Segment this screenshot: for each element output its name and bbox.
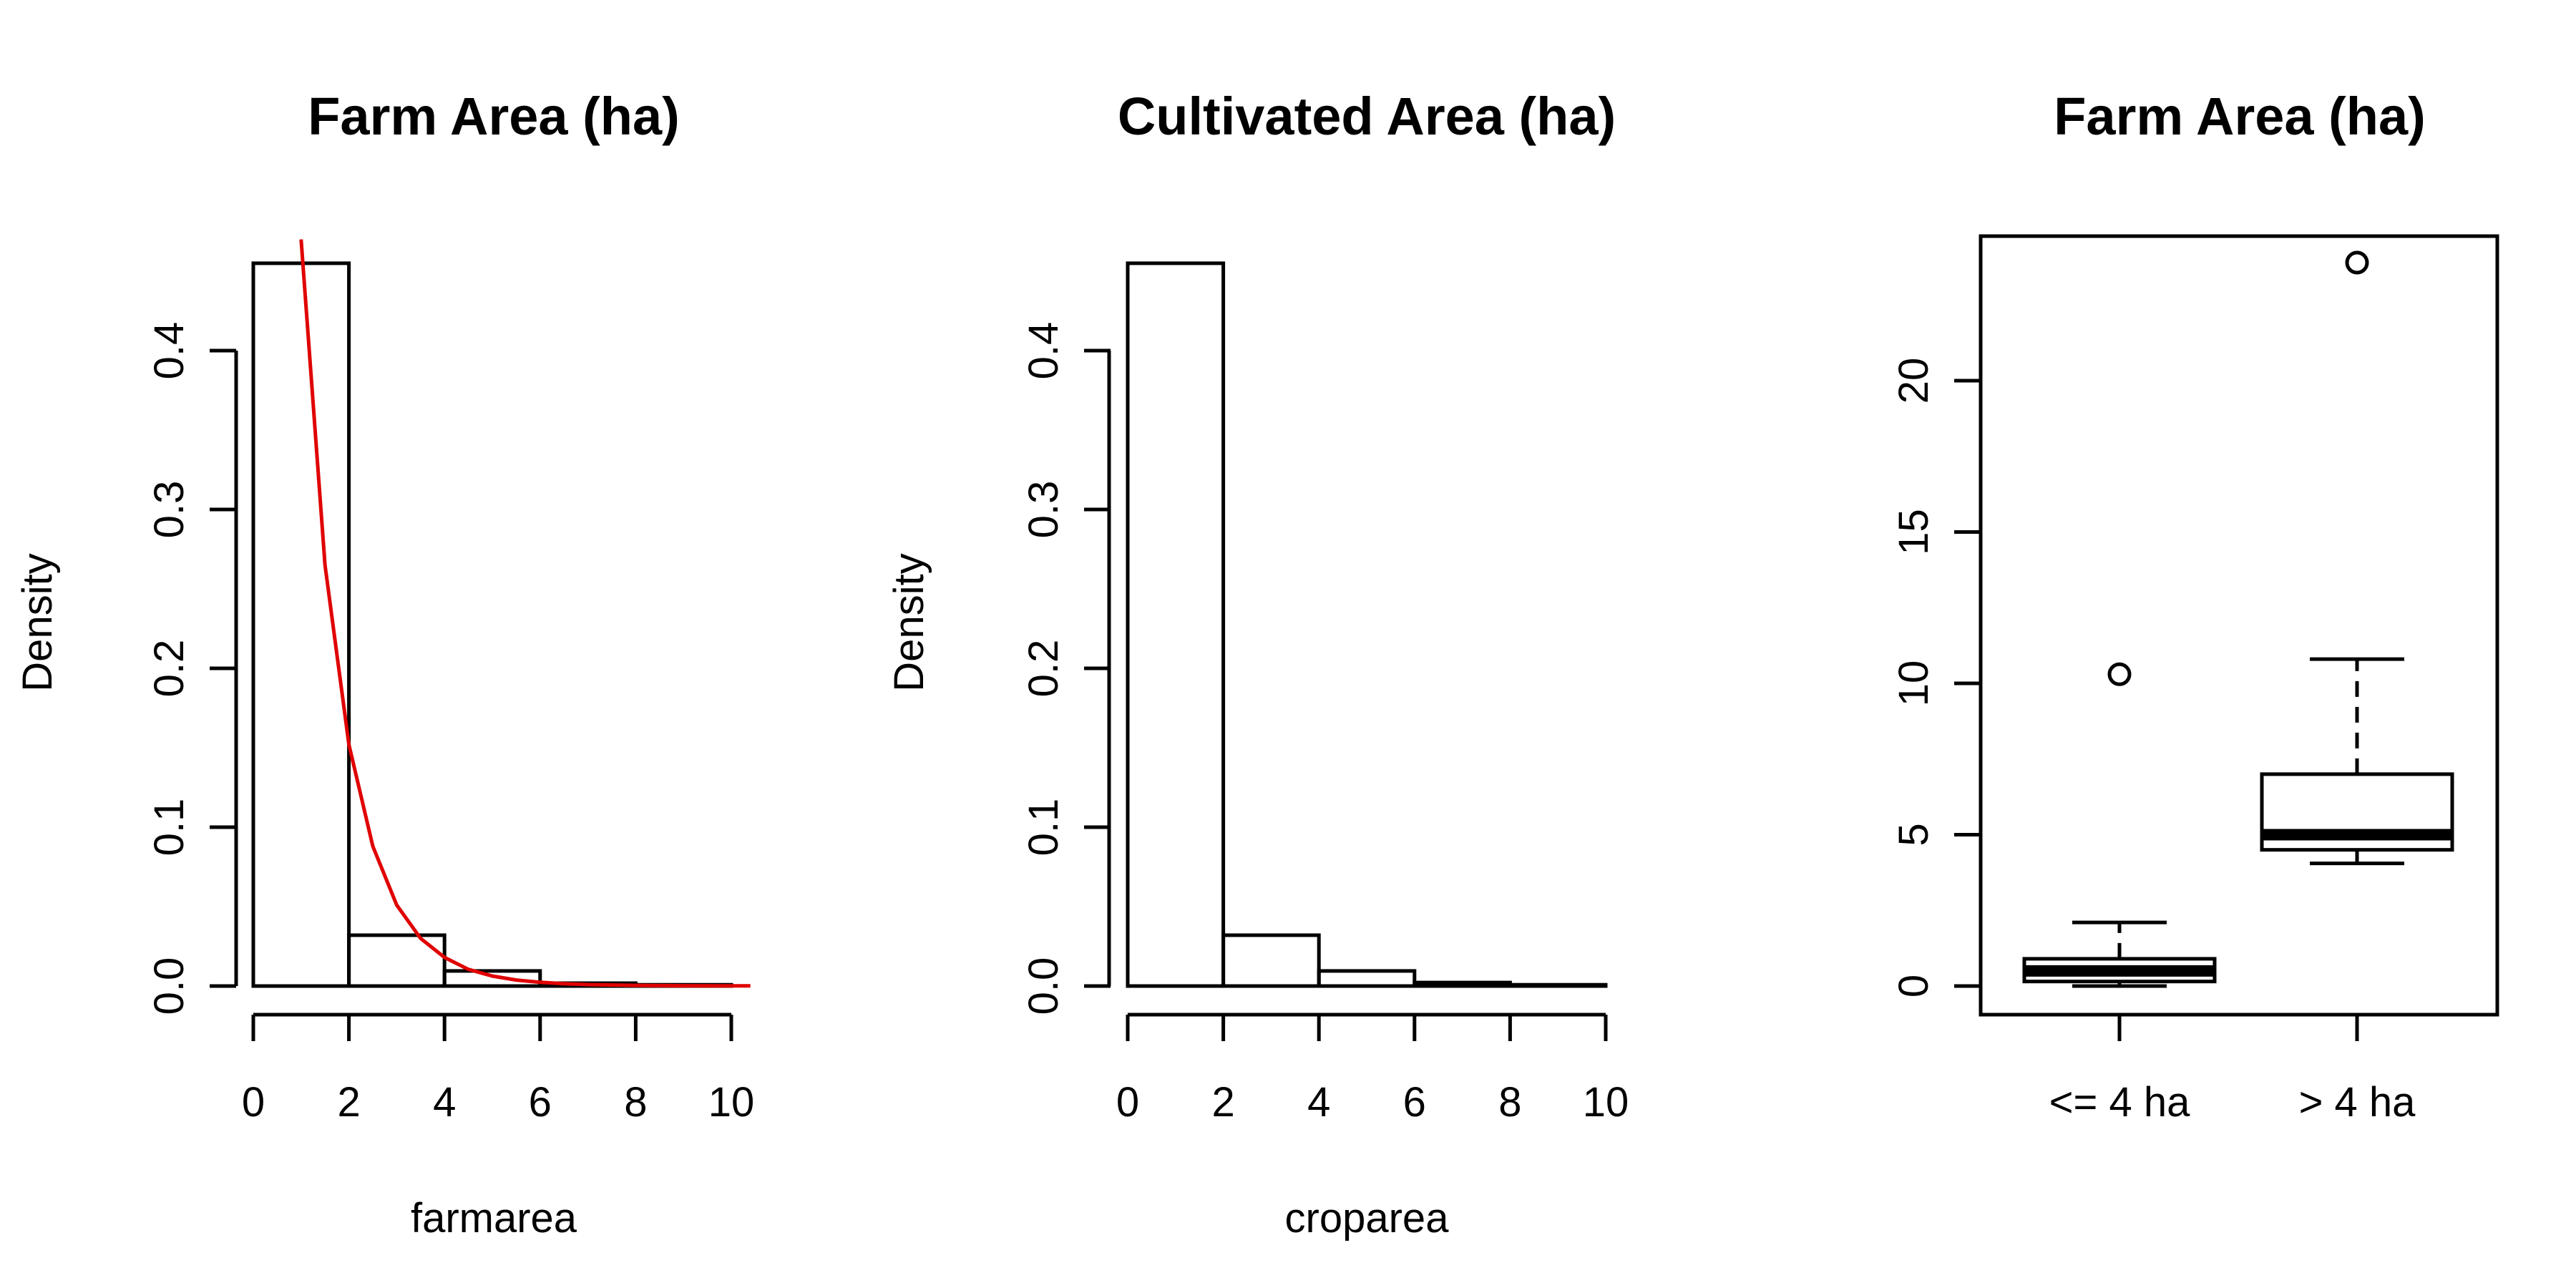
p1-ytick-label: 0.4 xyxy=(146,322,192,380)
p2-xtick-label: 0 xyxy=(1116,1079,1139,1126)
panel-farmarea-histogram: Farm Area (ha) Density farmarea 0 2 4 6 8 10 … xyxy=(14,87,754,1241)
p1-ytick-label: 0.1 xyxy=(146,799,192,857)
p1-xtick-label: 4 xyxy=(433,1079,456,1126)
p3-ytick-label: 15 xyxy=(1890,509,1937,555)
panel1-density-curve xyxy=(299,239,751,988)
p3-xtick-label: <= 4 ha xyxy=(2049,1079,2190,1126)
panel1-ylabel: Density xyxy=(14,553,61,691)
panel1-y-ticks: 0.0 0.1 0.2 0.3 0.4 xyxy=(146,322,236,1015)
panel-farmarea-boxplot: Farm Area (ha) 0 5 10 15 20 <= 4 ha > 4 ha xyxy=(1890,87,2499,1126)
panel3-x-ticks: <= 4 ha > 4 ha xyxy=(2049,1015,2416,1126)
p3-ytick-label: 20 xyxy=(1890,358,1937,404)
panel2-x-ticks: 0 2 4 6 8 10 xyxy=(1116,1015,1629,1126)
p1-ytick-label: 0.0 xyxy=(146,957,192,1015)
p3-box-0-outlier-0 xyxy=(2107,662,2132,686)
p1-xtick-label: 8 xyxy=(624,1079,647,1126)
p1-xtick-label: 10 xyxy=(708,1079,755,1126)
p2-ytick-label: 0.1 xyxy=(1020,799,1067,857)
p2-xtick-label: 8 xyxy=(1498,1079,1521,1126)
p2-bar-0 xyxy=(1126,261,1226,988)
panel2-title: Cultivated Area (ha) xyxy=(1118,87,1616,146)
p2-bar-4 xyxy=(1508,982,1608,988)
panel1-x-ticks: 0 2 4 6 8 10 xyxy=(242,1015,754,1126)
p3-ytick-label: 10 xyxy=(1890,660,1937,707)
panel3-boxes xyxy=(2022,250,2454,988)
p2-ytick-label: 0.4 xyxy=(1020,322,1067,380)
p1-xtick-label: 2 xyxy=(337,1079,360,1126)
panel3-y-ticks: 0 5 10 15 20 xyxy=(1890,358,1981,997)
p3-ytick-label: 5 xyxy=(1890,823,1937,846)
p3-box-1-outlier-0 xyxy=(2345,250,2369,275)
p2-ytick-label: 0.2 xyxy=(1020,640,1067,698)
p2-xtick-label: 2 xyxy=(1211,1079,1234,1126)
p2-xtick-label: 10 xyxy=(1583,1079,1629,1126)
panel3-title: Farm Area (ha) xyxy=(2054,87,2426,146)
p1-ytick-label: 0.2 xyxy=(146,640,192,698)
panel2-bars xyxy=(1126,261,1608,988)
p3-ytick-label: 0 xyxy=(1890,975,1937,997)
panel1-title: Farm Area (ha) xyxy=(308,87,680,146)
panel1-xlabel: farmarea xyxy=(411,1195,577,1241)
p2-ytick-label: 0.3 xyxy=(1020,481,1067,539)
p1-bar-1 xyxy=(347,933,447,988)
panel2-y-ticks: 0.0 0.1 0.2 0.3 0.4 xyxy=(1020,322,1111,1015)
p1-xtick-label: 0 xyxy=(242,1079,265,1126)
p2-xtick-label: 4 xyxy=(1307,1079,1330,1126)
p2-xtick-label: 6 xyxy=(1403,1079,1426,1126)
panel2-xlabel: croparea xyxy=(1285,1195,1450,1241)
panel-croparea-histogram: Cultivated Area (ha) Density croparea 0 2… xyxy=(886,87,1629,1241)
p1-ytick-label: 0.3 xyxy=(146,481,192,539)
p2-bar-1 xyxy=(1221,933,1321,988)
panel2-ylabel: Density xyxy=(886,553,932,691)
p2-ytick-label: 0.0 xyxy=(1020,957,1067,1015)
p1-bar-2 xyxy=(442,969,542,988)
p3-xtick-label: > 4 ha xyxy=(2299,1079,2416,1126)
panel3-plot-frame xyxy=(1979,234,2499,1017)
p1-xtick-label: 6 xyxy=(529,1079,552,1126)
p2-bar-3 xyxy=(1413,980,1512,988)
p2-bar-2 xyxy=(1317,969,1417,988)
